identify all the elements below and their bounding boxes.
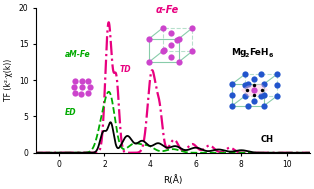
Text: aM-Fe: aM-Fe xyxy=(65,50,91,59)
Text: Mg: Mg xyxy=(231,48,246,57)
Y-axis label: TF (k²·χ(k)): TF (k²·χ(k)) xyxy=(4,59,13,101)
Text: FeH: FeH xyxy=(249,48,268,57)
Text: 6: 6 xyxy=(268,53,273,58)
Text: 2: 2 xyxy=(244,53,248,58)
Text: CH: CH xyxy=(261,135,274,144)
Text: α-Fe: α-Fe xyxy=(156,5,179,15)
Text: ED: ED xyxy=(65,108,77,117)
Polygon shape xyxy=(241,84,268,97)
X-axis label: R(Å): R(Å) xyxy=(163,175,183,185)
Text: TD: TD xyxy=(119,64,131,74)
